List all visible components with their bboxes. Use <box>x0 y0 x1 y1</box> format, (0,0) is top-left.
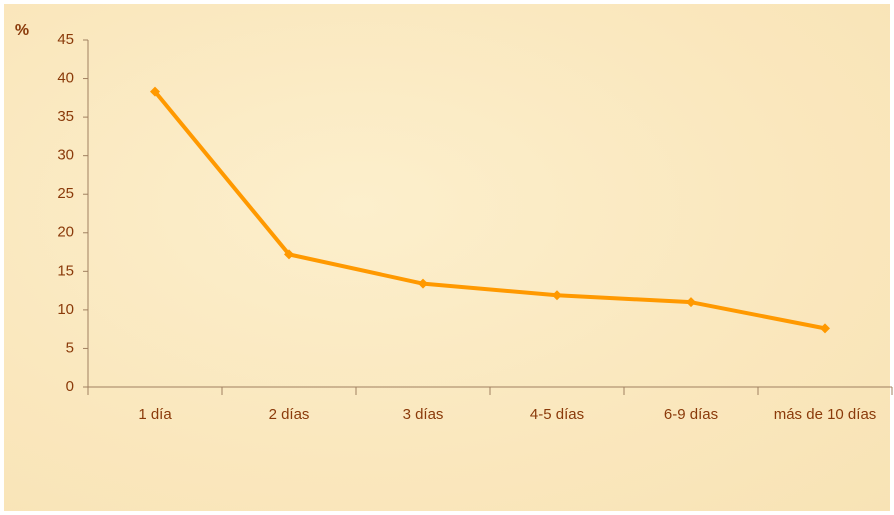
y-tick-label: 25 <box>57 185 74 202</box>
x-tick-label: 3 días <box>402 406 444 423</box>
data-point <box>552 290 562 301</box>
x-tick-label: 4-5 días <box>529 406 585 423</box>
data-line <box>153 90 826 331</box>
y-tick-label: 40 <box>57 70 74 87</box>
x-tick-label: 2 días <box>268 406 310 423</box>
y-tick-label: 5 <box>66 339 74 356</box>
data-point <box>820 323 830 334</box>
y-tick-label: 15 <box>57 262 74 279</box>
y-axis-label: % <box>15 22 29 39</box>
y-tick-label: 0 <box>66 378 74 395</box>
chart-background <box>4 4 890 511</box>
x-tick-label: 1 día <box>138 406 172 423</box>
data-point <box>150 86 160 97</box>
y-tick-label: 35 <box>57 108 74 125</box>
x-tick-label: 6-9 días <box>663 406 719 423</box>
y-tick-label: 45 <box>57 31 74 48</box>
x-tick-label: más de 10 días <box>773 406 877 423</box>
y-tick-label: 20 <box>57 224 74 241</box>
data-point <box>284 249 294 260</box>
y-tick-label: 10 <box>57 301 74 318</box>
data-point <box>418 278 428 289</box>
y-tick-label: 30 <box>57 147 74 164</box>
data-point <box>686 297 696 308</box>
